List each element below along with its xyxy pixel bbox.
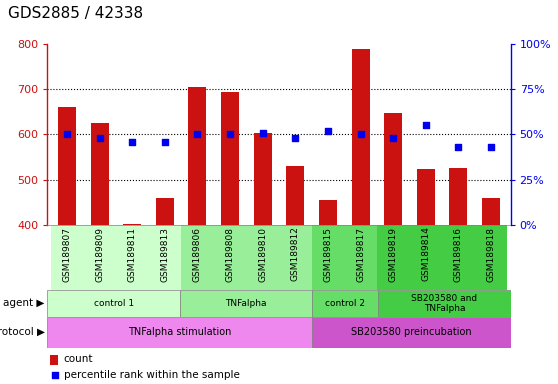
Bar [181, 225, 214, 290]
Point [324, 128, 333, 134]
Bar [417, 169, 435, 225]
Bar [410, 225, 442, 290]
Text: protocol ▶: protocol ▶ [0, 327, 45, 337]
Point [193, 131, 202, 137]
Bar [279, 225, 311, 290]
Text: percentile rank within the sample: percentile rank within the sample [64, 370, 239, 381]
Text: GSM189813: GSM189813 [160, 227, 169, 281]
Text: control 2: control 2 [325, 299, 365, 308]
Point [258, 129, 267, 136]
Bar [286, 166, 304, 225]
Point [50, 372, 59, 379]
Point [160, 139, 169, 145]
Bar [344, 225, 377, 290]
Point [62, 131, 71, 137]
Bar [378, 290, 511, 317]
Bar [442, 225, 475, 290]
Text: agent ▶: agent ▶ [3, 298, 45, 308]
Point [389, 135, 398, 141]
Bar [319, 200, 337, 225]
Text: GSM189817: GSM189817 [356, 227, 365, 281]
Text: GSM189810: GSM189810 [258, 227, 267, 281]
Bar [156, 198, 174, 225]
Point [356, 131, 365, 137]
Text: GSM189808: GSM189808 [225, 227, 234, 281]
Bar [377, 225, 410, 290]
Bar [51, 225, 83, 290]
Text: SB203580 preincubation: SB203580 preincubation [351, 327, 472, 337]
Bar [482, 198, 500, 225]
Bar [90, 123, 109, 225]
Point [291, 135, 300, 141]
Bar [180, 290, 312, 317]
Bar [123, 224, 141, 225]
Point [487, 144, 496, 150]
Text: GSM189815: GSM189815 [324, 227, 333, 281]
Bar [148, 225, 181, 290]
Text: TNFalpha: TNFalpha [225, 299, 267, 308]
Bar [221, 93, 239, 225]
Bar [58, 107, 76, 225]
Bar [475, 225, 507, 290]
Text: GSM189819: GSM189819 [389, 227, 398, 281]
Text: count: count [64, 354, 93, 364]
Text: GDS2885 / 42338: GDS2885 / 42338 [8, 6, 143, 21]
Bar [254, 133, 272, 225]
Bar [311, 225, 344, 290]
Point [421, 122, 430, 128]
Bar [47, 317, 312, 348]
Text: control 1: control 1 [94, 299, 134, 308]
Text: GSM189809: GSM189809 [95, 227, 104, 281]
Text: GSM189807: GSM189807 [62, 227, 71, 281]
Point [128, 139, 137, 145]
Bar [83, 225, 116, 290]
Point [225, 131, 234, 137]
Text: GSM189814: GSM189814 [421, 227, 430, 281]
Bar [47, 290, 180, 317]
Bar [116, 225, 148, 290]
Text: GSM189806: GSM189806 [193, 227, 202, 281]
Bar [384, 113, 402, 225]
Text: SB203580 and
TNFalpha: SB203580 and TNFalpha [411, 294, 478, 313]
Bar [352, 49, 369, 225]
Text: TNFalpha stimulation: TNFalpha stimulation [128, 327, 232, 337]
Bar [189, 87, 206, 225]
Bar [214, 225, 247, 290]
Point [95, 135, 104, 141]
Bar [312, 290, 378, 317]
Text: GSM189818: GSM189818 [487, 227, 496, 281]
Bar [312, 317, 511, 348]
Text: GSM189812: GSM189812 [291, 227, 300, 281]
Bar [247, 225, 279, 290]
Bar [449, 168, 468, 225]
Text: GSM189816: GSM189816 [454, 227, 463, 281]
Text: GSM189811: GSM189811 [128, 227, 137, 281]
Bar [50, 355, 58, 365]
Point [454, 144, 463, 150]
